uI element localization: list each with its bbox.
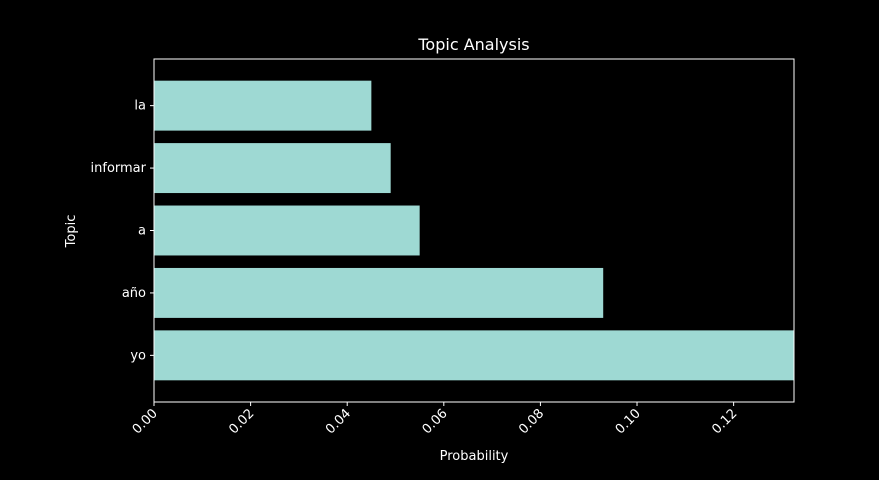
bar-3 — [154, 143, 391, 194]
y-tick-label-1: año — [122, 286, 146, 301]
bar-1 — [154, 267, 604, 318]
y-tick-label-3: informar — [91, 161, 147, 176]
y-tick-label-0: yo — [130, 348, 146, 363]
bar-4 — [154, 80, 372, 131]
y-tick-label-2: a — [138, 224, 146, 239]
bars-group — [154, 80, 794, 381]
bar-2 — [154, 205, 420, 256]
y-axis-label: Topic — [64, 215, 79, 249]
chart-title: Topic Analysis — [417, 35, 529, 54]
y-tick-label-4: la — [134, 99, 146, 114]
x-axis-label: Probability — [440, 449, 509, 464]
bar-0 — [154, 330, 794, 381]
y-ticks-group: yo año a informar la — [91, 99, 154, 363]
